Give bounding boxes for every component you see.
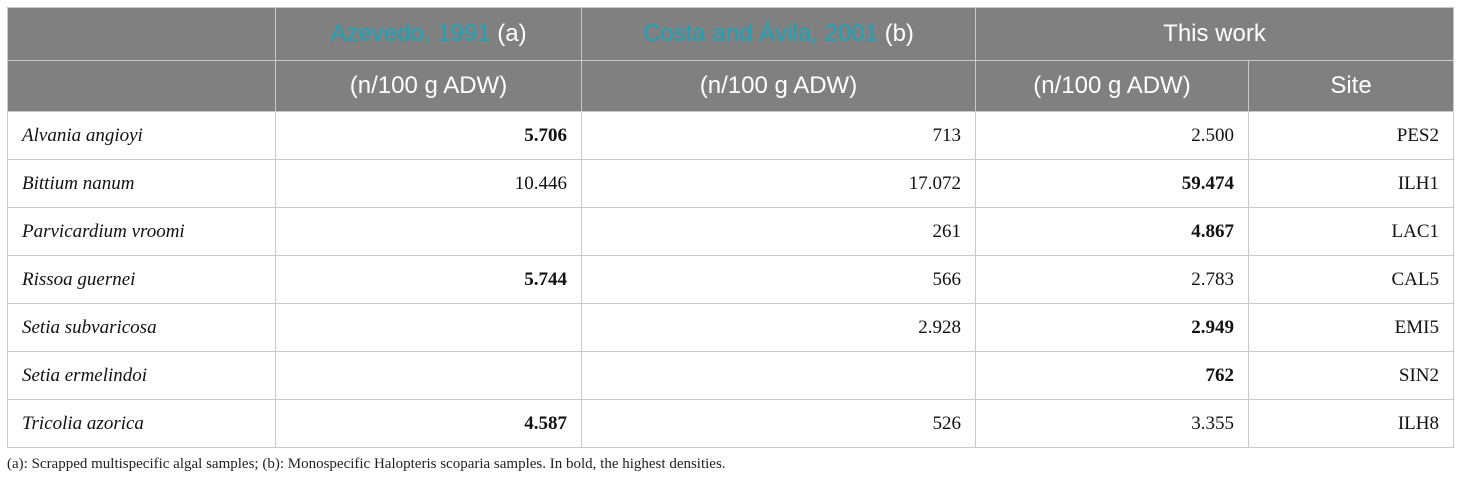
table-row: Parvicardium vroomi 261 4.867 LAC1 (7, 207, 1454, 256)
value-cell-c: 3.355 (975, 399, 1249, 448)
density-table: Azevedo, 1991 (a) Costa and Ávila, 2001 … (7, 7, 1454, 448)
value-cell-b (581, 351, 976, 400)
ref-b-link[interactable]: Costa and Ávila, 2001 (643, 20, 878, 47)
value-cell-a (275, 303, 582, 352)
value-cell-b: 17.072 (581, 159, 976, 208)
value-cell-a: 5.706 (275, 111, 582, 160)
site-cell: ILH1 (1248, 159, 1454, 208)
value-cell-b: 261 (581, 207, 976, 256)
header-site: Site (1248, 60, 1454, 112)
table-row: Bittium nanum 10.446 17.072 59.474 ILH1 (7, 159, 1454, 208)
site-cell: PES2 (1248, 111, 1454, 160)
value-cell-a (275, 351, 582, 400)
header-empty (7, 7, 276, 61)
value-cell-b: 566 (581, 255, 976, 304)
site-cell: LAC1 (1248, 207, 1454, 256)
site-cell: SIN2 (1248, 351, 1454, 400)
species-cell: Parvicardium vroomi (7, 207, 276, 256)
header-ref-b: Costa and Ávila, 2001 (b) (581, 7, 976, 61)
site-cell: ILH8 (1248, 399, 1454, 448)
site-cell: EMI5 (1248, 303, 1454, 352)
species-cell: Setia ermelindoi (7, 351, 276, 400)
value-cell-c: 2.783 (975, 255, 1249, 304)
table-row: Setia subvaricosa 2.928 2.949 EMI5 (7, 303, 1454, 352)
density-table-container: Azevedo, 1991 (a) Costa and Ávila, 2001 … (7, 7, 1454, 448)
value-cell-a: 5.744 (275, 255, 582, 304)
species-cell: Bittium nanum (7, 159, 276, 208)
header-empty-2 (7, 60, 276, 112)
ref-b-suffix: (b) (877, 20, 914, 47)
value-cell-b: 713 (581, 111, 976, 160)
value-cell-c: 762 (975, 351, 1249, 400)
value-cell-a: 4.587 (275, 399, 582, 448)
value-cell-c: 59.474 (975, 159, 1249, 208)
value-cell-c: 2.949 (975, 303, 1249, 352)
header-unit-b: (n/100 g ADW) (581, 60, 976, 112)
table-footnote: (a): Scrapped multispecific algal sample… (7, 456, 726, 472)
species-cell: Setia subvaricosa (7, 303, 276, 352)
value-cell-b: 2.928 (581, 303, 976, 352)
header-this-work: This work (975, 7, 1454, 61)
site-cell: CAL5 (1248, 255, 1454, 304)
species-cell: Tricolia azorica (7, 399, 276, 448)
table-row: Tricolia azorica 4.587 526 3.355 ILH8 (7, 399, 1454, 448)
header-unit-a: (n/100 g ADW) (275, 60, 582, 112)
table-row: Rissoa guernei 5.744 566 2.783 CAL5 (7, 255, 1454, 304)
value-cell-a (275, 207, 582, 256)
header-ref-a: Azevedo, 1991 (a) (275, 7, 582, 61)
value-cell-c: 2.500 (975, 111, 1249, 160)
table-row: Setia ermelindoi 762 SIN2 (7, 351, 1454, 400)
value-cell-c: 4.867 (975, 207, 1249, 256)
ref-a-suffix: (a) (490, 20, 527, 47)
species-cell: Alvania angioyi (7, 111, 276, 160)
value-cell-b: 526 (581, 399, 976, 448)
value-cell-a: 10.446 (275, 159, 582, 208)
species-cell: Rissoa guernei (7, 255, 276, 304)
ref-a-link[interactable]: Azevedo, 1991 (330, 20, 491, 47)
header-unit-c: (n/100 g ADW) (975, 60, 1249, 112)
table-row: Alvania angioyi 5.706 713 2.500 PES2 (7, 111, 1454, 160)
